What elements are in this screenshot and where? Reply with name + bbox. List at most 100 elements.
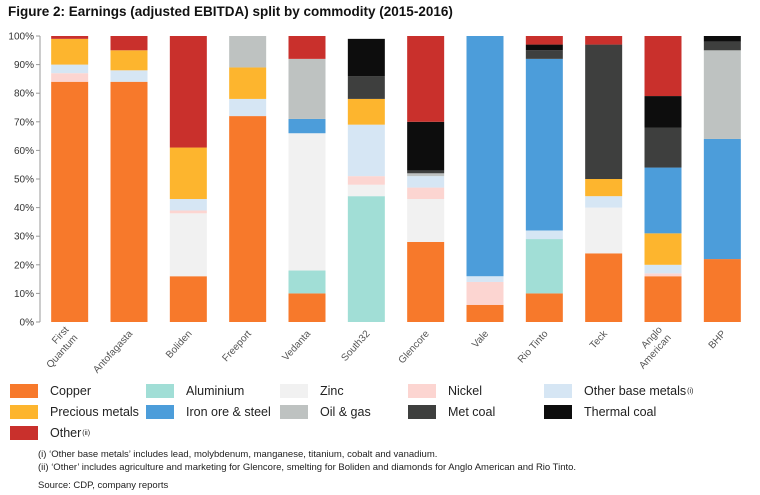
bar-segment-other-base-metals bbox=[110, 70, 148, 82]
legend-label: Copper bbox=[50, 384, 91, 398]
bar-segment-other-base-metals bbox=[466, 276, 504, 282]
y-tick-label: 30% bbox=[14, 232, 34, 243]
bar-segment-other-base-metals bbox=[407, 176, 445, 188]
bar-segment-other-base-metals bbox=[347, 124, 385, 177]
bar-segment-other bbox=[169, 36, 207, 148]
bar-segment-precious-metals bbox=[229, 67, 267, 99]
bar-segment-oil-gas bbox=[703, 50, 741, 139]
legend-item-other-base-metals: Other base metals (i) bbox=[544, 384, 693, 398]
bar-segment-nickel bbox=[407, 187, 445, 200]
bar-segment-aluminium bbox=[525, 239, 563, 294]
legend-item-thermal-coal: Thermal coal bbox=[544, 405, 656, 419]
bar-segment-nickel bbox=[466, 281, 504, 305]
bar-segment-precious-metals bbox=[585, 179, 623, 197]
x-tick-label-line: Teck bbox=[588, 328, 611, 351]
legend-label: Nickel bbox=[448, 384, 483, 398]
legend-swatch bbox=[146, 405, 174, 419]
x-tick-label-line: Rio Tinto bbox=[516, 328, 551, 365]
x-tick-label: Teck bbox=[588, 328, 611, 351]
bar-segment-precious-metals bbox=[110, 50, 148, 71]
bar-segment-nickel bbox=[51, 73, 89, 82]
legend-swatch bbox=[408, 405, 436, 419]
bar-segment-nickel bbox=[347, 176, 385, 185]
bar-segment-other-base-metals bbox=[585, 196, 623, 208]
bar-segment-other bbox=[51, 36, 89, 39]
x-tick-label: Boliden bbox=[164, 329, 194, 361]
footnote-other-base-metals: (i) ‘Other base metals’ includes lead, m… bbox=[38, 449, 438, 460]
y-tick-label: 90% bbox=[14, 60, 34, 71]
x-axis-labels: FirstQuantum Antofagasta Boliden Freeport Ve… bbox=[45, 324, 729, 375]
bar-segment-copper bbox=[229, 116, 267, 322]
bar-segment-other bbox=[288, 36, 326, 59]
bar-segment-met-coal bbox=[407, 170, 445, 174]
y-tick-label: 10% bbox=[14, 289, 34, 300]
x-tick-label-line: Vale bbox=[470, 328, 491, 350]
y-tick-label: 60% bbox=[14, 146, 34, 157]
legend-label: Other bbox=[50, 426, 82, 440]
legend-swatch bbox=[544, 405, 572, 419]
bar-segment-aluminium bbox=[288, 270, 326, 294]
legend-label: Precious metals bbox=[50, 405, 139, 419]
legend-label: Zinc bbox=[320, 384, 344, 398]
bar-segment-zinc bbox=[585, 207, 623, 254]
legend-label: Thermal coal bbox=[584, 405, 657, 419]
x-tick-label-line: Antofagasta bbox=[91, 328, 135, 375]
y-tick-label: 0% bbox=[20, 318, 35, 329]
legend-item-copper: Copper bbox=[10, 384, 91, 398]
bar-segment-oil-gas bbox=[229, 36, 267, 68]
bar-segment-other bbox=[407, 36, 445, 122]
bar-segment-copper bbox=[110, 81, 148, 322]
bar-segment-aluminium bbox=[347, 196, 385, 322]
legend-swatch bbox=[280, 405, 308, 419]
bar-segment-copper bbox=[585, 253, 623, 322]
x-tick-label: South32 bbox=[339, 328, 372, 363]
x-tick-label-line: Vedanta bbox=[280, 328, 313, 363]
bar-segment-other bbox=[585, 36, 623, 45]
bar-segment-thermal-coal bbox=[644, 96, 682, 128]
legend-swatch bbox=[544, 384, 572, 398]
bar-segment-precious-metals bbox=[347, 98, 385, 125]
bar-segment-thermal-coal bbox=[347, 38, 385, 77]
y-tick-label: 70% bbox=[14, 117, 34, 128]
bar-segment-iron-ore-steel bbox=[466, 36, 504, 277]
bar-segment-thermal-coal bbox=[525, 44, 563, 51]
bar-segment-zinc bbox=[288, 133, 326, 271]
bar-segment-copper bbox=[525, 293, 563, 322]
bar-segment-nickel bbox=[169, 210, 207, 214]
bar-segment-oil-gas bbox=[407, 173, 445, 177]
bar-segment-other-base-metals bbox=[525, 230, 563, 240]
legend-item-zinc: Zinc bbox=[280, 384, 344, 398]
x-tick-label: Antofagasta bbox=[91, 328, 135, 375]
chart-title: Figure 2: Earnings (adjusted EBITDA) spl… bbox=[8, 4, 453, 19]
y-tick-label: 100% bbox=[8, 32, 34, 43]
legend-swatch bbox=[10, 426, 38, 440]
legend-item-aluminium: Aluminium bbox=[146, 384, 244, 398]
bar-segment-other-base-metals bbox=[229, 98, 267, 117]
bar-segment-thermal-coal bbox=[407, 121, 445, 171]
legend-item-other: Other (ii) bbox=[10, 426, 90, 440]
x-tick-label-line: Glencore bbox=[397, 328, 433, 366]
bar-segment-copper bbox=[407, 241, 445, 322]
y-tick-label: 20% bbox=[14, 260, 34, 271]
bar-segment-copper bbox=[288, 293, 326, 322]
bar-segment-copper bbox=[51, 81, 89, 322]
x-tick-label-line: South32 bbox=[339, 328, 372, 363]
bar-segment-copper bbox=[466, 304, 504, 322]
bar-segment-met-coal bbox=[525, 50, 563, 59]
legend-item-met-coal: Met coal bbox=[408, 405, 495, 419]
bar-segment-other bbox=[644, 36, 682, 97]
legend-swatch bbox=[146, 384, 174, 398]
bar-segment-met-coal bbox=[585, 44, 623, 179]
legend-footnote-marker: (i) bbox=[687, 387, 694, 395]
bar-segment-other-base-metals bbox=[644, 264, 682, 274]
bar-segment-met-coal bbox=[347, 76, 385, 99]
bar-segment-nickel bbox=[644, 273, 682, 277]
bar-segment-iron-ore-steel bbox=[288, 118, 326, 134]
bar-segment-other bbox=[110, 36, 148, 51]
bar-segment-precious-metals bbox=[51, 38, 89, 65]
y-tick-label: 40% bbox=[14, 203, 34, 214]
legend-label: Iron ore & steel bbox=[186, 405, 271, 419]
bar-segment-zinc bbox=[169, 213, 207, 277]
stacked-bar-chart: 0% 10% 20% 30% 40% 50% 60% 70% 80% 90% 100% FirstQ… bbox=[8, 32, 741, 376]
x-tick-label: Rio Tinto bbox=[516, 328, 551, 365]
